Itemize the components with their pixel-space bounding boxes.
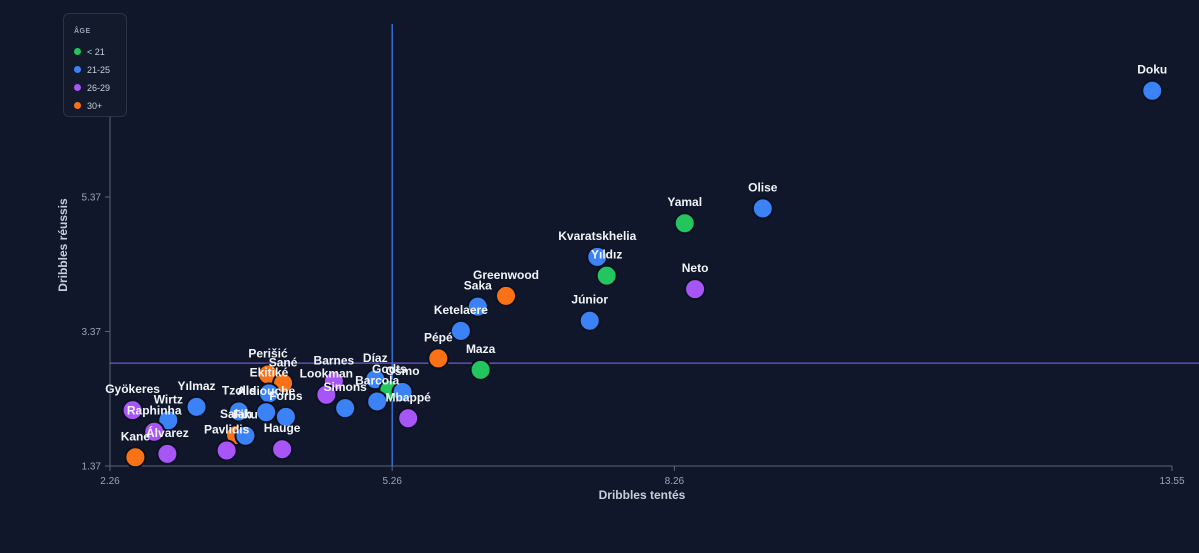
legend-label: 26-29 [87, 83, 111, 93]
point-label-simons: Simons [323, 380, 367, 394]
legend-dot-icon [74, 48, 81, 56]
point-hauge[interactable] [271, 438, 294, 461]
point-fiku[interactable] [234, 424, 257, 447]
point-ketelaere[interactable] [449, 319, 472, 342]
point-label-fiku: Fiku [233, 408, 258, 422]
legend-label: 21-25 [87, 65, 111, 75]
point-label-saka: Saka [464, 279, 492, 293]
point-tzolis[interactable] [227, 400, 250, 423]
point-label-godts: Godts [372, 362, 407, 376]
y-axis-label: Dribbles réussis [56, 198, 70, 292]
point-label-maza: Maza [466, 342, 496, 356]
point-label-di-az: Díaz [363, 351, 388, 365]
point-label-y-ld-z: Yıldız [591, 248, 622, 262]
point-gyo-keres[interactable] [121, 399, 144, 422]
point-aldiouche[interactable] [255, 401, 278, 424]
point-wirtz[interactable] [157, 409, 180, 432]
point-label-kvaratskhelia: Kvaratskhelia [558, 229, 636, 243]
point-pe-pe-[interactable] [427, 347, 450, 370]
legend-item-under-21: < 21 [74, 47, 105, 57]
point-label-osmo: Osmo [386, 364, 420, 378]
y-tick-label: 5.37 [82, 193, 102, 204]
point-label-barcola: Barcola [355, 373, 399, 387]
point-label-raphinha: Raphinha [127, 404, 182, 418]
point-label-hauge: Hauge [264, 421, 301, 435]
point-label-a-lvarez: Álvarez [146, 425, 189, 440]
point-simons[interactable] [334, 397, 357, 420]
point-label-aldiouche: Aldiouche [237, 384, 295, 398]
point-label-salah: Salah [220, 407, 252, 421]
point-kvaratskhelia[interactable] [586, 245, 609, 268]
x-tick-label: 13.55 [1159, 476, 1184, 487]
legend-dot-icon [74, 66, 81, 74]
point-label-forbs: Forbs [269, 389, 303, 403]
legend-item-30-plus: 30+ [74, 101, 102, 111]
point-label-tzolis: Tzolis [222, 384, 256, 398]
point-label-gyo-keres: Gyökeres [105, 382, 160, 396]
legend-label: 30+ [87, 101, 103, 111]
point-saka[interactable] [466, 295, 489, 318]
point-label-peris-ic-: Perišić [248, 347, 288, 361]
point-label-ekitike-: Ekitiké [250, 365, 289, 379]
point-greenwood[interactable] [495, 284, 518, 307]
point-label-doku: Doku [1137, 63, 1167, 77]
x-axis-label: Dribbles tentés [599, 488, 686, 502]
y-tick-label: 3.37 [82, 327, 102, 338]
point-label-neto: Neto [682, 261, 709, 275]
point-label-kane: Kane [121, 429, 151, 443]
point-label-y-lmaz: Yılmaz [178, 379, 216, 393]
point-maza[interactable] [469, 358, 492, 381]
point-label-pe-pe-: Pépé [424, 330, 453, 344]
legend-item-21-25: 21-25 [74, 65, 110, 75]
ticks: 2.26 5.26 8.26 13.55 1.37 3.37 5.37 [82, 193, 1185, 488]
point-label-ketelaere: Ketelaere [434, 303, 488, 317]
point-label-greenwood: Greenwood [473, 268, 539, 282]
point-neto[interactable] [684, 278, 707, 301]
point-label-mbappe-: Mbappé [386, 390, 432, 404]
point-forbs[interactable] [274, 405, 297, 428]
point-label-pavlidis: Pavlidis [204, 423, 250, 437]
point-label-sane-: Sané [269, 355, 298, 369]
legend-title: ÂGE [74, 28, 91, 35]
point-y-ld-z[interactable] [595, 264, 618, 287]
point-pavlidis[interactable] [215, 439, 238, 462]
point-osmo[interactable] [391, 381, 414, 404]
point-label-yamal: Yamal [667, 195, 702, 209]
point-y-lmaz[interactable] [185, 395, 208, 418]
point-raphinha[interactable] [143, 420, 166, 443]
legend-dot-icon [74, 84, 81, 92]
point-mbappe-[interactable] [397, 407, 420, 430]
legend: ÂGE < 21 21-25 26-29 30+ [63, 13, 127, 117]
point-ju-nior[interactable] [578, 309, 601, 332]
point-label-wirtz: Wirtz [154, 392, 183, 406]
point-labels: Doku Olise Yamal Kvaratskhelia Yıldız Neto Jún… [105, 63, 1167, 444]
x-tick-label: 5.26 [382, 476, 402, 487]
point-kane[interactable] [124, 446, 147, 469]
point-doku[interactable] [1141, 79, 1164, 102]
point-label-barnes: Barnes [314, 353, 355, 367]
data-points [121, 79, 1164, 469]
legend-dot-icon [74, 102, 81, 110]
legend-item-26-29: 26-29 [74, 83, 110, 93]
point-label-ju-nior: Júnior [571, 293, 608, 307]
point-lookman[interactable] [315, 383, 338, 406]
point-yamal[interactable] [673, 212, 696, 235]
point-barcola[interactable] [366, 390, 389, 413]
y-tick-label: 1.37 [82, 462, 102, 473]
x-tick-label: 8.26 [665, 476, 685, 487]
point-a-lvarez[interactable] [156, 442, 179, 465]
point-label-lookman: Lookman [300, 367, 353, 381]
point-label-olise: Olise [748, 180, 778, 194]
x-tick-label: 2.26 [100, 476, 120, 487]
legend-label: < 21 [87, 47, 105, 57]
point-olise[interactable] [751, 197, 774, 220]
